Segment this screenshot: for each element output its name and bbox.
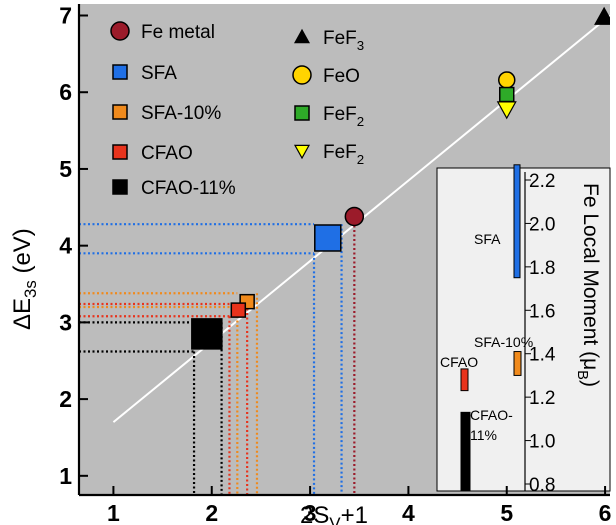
point-fe-metal bbox=[344, 206, 365, 227]
inset-tick-label: 2.2 bbox=[529, 171, 555, 192]
text-subscript: 2 bbox=[357, 152, 364, 167]
legend-marker bbox=[112, 144, 128, 160]
inset-bar-label: CFAO- bbox=[470, 407, 513, 423]
rich-text: FeF3 bbox=[323, 28, 364, 53]
rich-text: FeF2 bbox=[323, 142, 364, 167]
inset-bar bbox=[460, 368, 469, 392]
inset-tick-label: 1.4 bbox=[529, 345, 556, 366]
point-cfao bbox=[230, 302, 247, 318]
text-rest: (eV) bbox=[9, 228, 36, 280]
point-fef2 bbox=[496, 101, 517, 120]
point-feo bbox=[498, 71, 516, 89]
point-fef2 bbox=[499, 86, 515, 103]
inset-bar-label: SFA bbox=[474, 231, 501, 247]
legend-marker bbox=[293, 28, 311, 44]
x-tick-label: 3 bbox=[304, 500, 317, 525]
rich-text: 2SV+1 bbox=[300, 502, 368, 525]
legend-marker bbox=[292, 65, 312, 85]
legend-marker bbox=[112, 64, 128, 80]
inset-tick-label: 0.8 bbox=[529, 475, 555, 496]
y-tick-label: 5 bbox=[59, 156, 72, 182]
text-subscript: V bbox=[329, 514, 341, 525]
inset-bar-label: SFA-10% bbox=[474, 334, 533, 350]
text-base: Fe metal bbox=[141, 22, 215, 43]
legend-marker bbox=[112, 104, 128, 120]
legend-marker bbox=[110, 21, 130, 41]
y-tick-label: 1 bbox=[59, 463, 72, 489]
inset-tick-label: 1.0 bbox=[529, 432, 555, 453]
rich-text: SFA-10% bbox=[141, 103, 221, 124]
text-base: FeF bbox=[323, 28, 357, 49]
text-subscript: 3 bbox=[357, 38, 364, 53]
inset-bar-label: CFAO bbox=[440, 354, 478, 370]
text-rest: +1 bbox=[341, 502, 368, 525]
text-base: FeO bbox=[323, 66, 360, 87]
text-base: ΔE bbox=[9, 298, 36, 330]
inset-tick-label: 1.6 bbox=[529, 301, 555, 322]
text-base: CFAO-11% bbox=[141, 178, 236, 199]
rich-text: Fe metal bbox=[141, 22, 215, 43]
inset-tick-label: 1.2 bbox=[529, 388, 555, 409]
y-tick-label: 7 bbox=[59, 3, 72, 29]
y-tick-label: 3 bbox=[59, 309, 72, 335]
rich-text: SFA bbox=[141, 63, 177, 84]
x-tick-label: 1 bbox=[107, 500, 120, 525]
inset-tick-label: 2.0 bbox=[529, 214, 555, 235]
inset-bar bbox=[513, 351, 522, 376]
plot-layer bbox=[79, 6, 610, 495]
point-cfao-11- bbox=[191, 318, 223, 350]
legend-marker bbox=[293, 144, 311, 160]
point-fef3 bbox=[594, 6, 610, 25]
rich-text: CFAO-11% bbox=[141, 178, 236, 199]
inset-tick-label: 1.8 bbox=[529, 258, 555, 279]
legend-marker bbox=[112, 179, 128, 195]
rich-text: Fe Local Moment (μB) bbox=[574, 183, 602, 387]
rich-text: FeF2 bbox=[323, 104, 364, 129]
text-base: SFA bbox=[141, 63, 177, 84]
text-base: FeF bbox=[323, 142, 357, 163]
inset-bar-label: 11% bbox=[470, 427, 497, 443]
x-tick-label: 2 bbox=[205, 500, 218, 525]
rich-text: ΔE3s (eV) bbox=[9, 228, 40, 330]
y-tick-label: 4 bbox=[59, 233, 72, 259]
text-subscript: 3s bbox=[21, 280, 40, 298]
legend-marker bbox=[294, 105, 310, 121]
text-subscript: B bbox=[574, 370, 590, 380]
x-tick-label: 6 bbox=[599, 500, 612, 525]
inset-bar bbox=[460, 411, 471, 492]
text-base: FeF bbox=[323, 104, 357, 125]
point-sfa bbox=[314, 224, 342, 252]
text-rest: ) bbox=[579, 380, 602, 387]
text-base: 2S bbox=[300, 502, 329, 525]
rich-text: CFAO bbox=[141, 143, 193, 164]
y-tick-label: 6 bbox=[59, 79, 72, 105]
text-base: CFAO bbox=[141, 143, 193, 164]
text-base: Fe Local Moment (μ bbox=[579, 183, 602, 370]
rich-text: FeO bbox=[323, 66, 360, 87]
text-base: SFA-10% bbox=[141, 103, 221, 124]
x-tick-label: 4 bbox=[402, 500, 415, 525]
text-subscript: 2 bbox=[357, 114, 364, 129]
inset-bar bbox=[513, 164, 521, 279]
y-tick-label: 2 bbox=[59, 386, 72, 412]
x-tick-label: 5 bbox=[500, 500, 513, 525]
